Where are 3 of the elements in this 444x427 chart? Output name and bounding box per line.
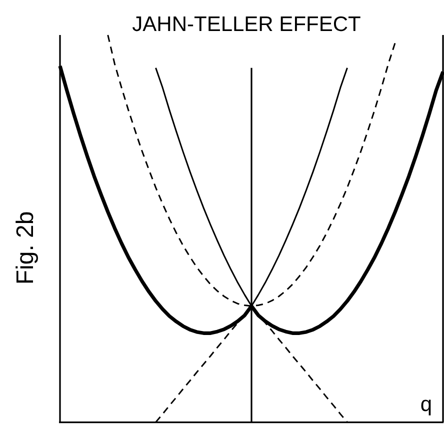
chart-title: JAHN-TELLER EFFECT <box>132 13 362 36</box>
x-axis-title: q <box>420 393 432 416</box>
y-axis-title: Fig. 2b <box>12 211 39 285</box>
